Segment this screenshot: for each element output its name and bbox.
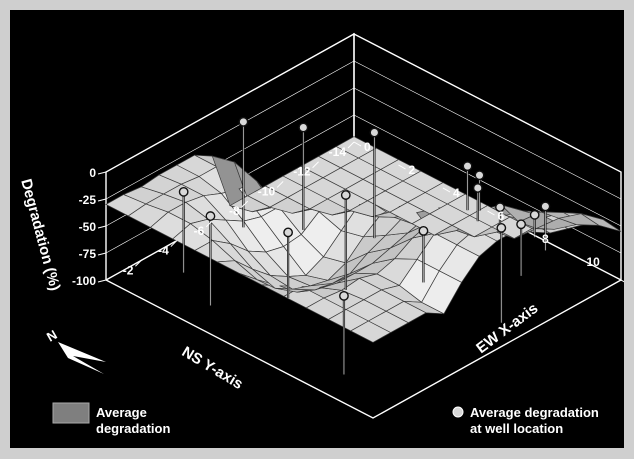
well-marker xyxy=(283,227,294,238)
well-markers xyxy=(178,116,551,375)
well-marker xyxy=(474,170,485,181)
back-gridline xyxy=(353,60,622,200)
well-marker xyxy=(339,290,349,301)
legend-label-surface-1: Average xyxy=(96,405,147,420)
x-tick xyxy=(353,141,362,147)
z-tick xyxy=(97,252,107,256)
well-marker xyxy=(418,225,429,236)
y-tick-label: -12 xyxy=(293,165,311,179)
axis-ticks: 0-25-50-75-100-2-4-6-8-10-12-14024681012 xyxy=(72,140,624,288)
axis-box-front xyxy=(105,279,622,419)
y-tick xyxy=(205,220,213,228)
y-tick-label: -4 xyxy=(158,244,169,258)
y-tick xyxy=(241,200,249,208)
well-marker xyxy=(205,211,216,221)
legend-label-well-2: at well location xyxy=(470,421,563,436)
z-tick-label: -100 xyxy=(72,274,96,288)
well-marker xyxy=(496,223,507,233)
well-marker xyxy=(516,219,526,230)
x-tick xyxy=(442,187,451,193)
y-tick-label: -14 xyxy=(329,145,347,159)
legend-label-surface-2: degradation xyxy=(96,421,170,436)
x-tick xyxy=(531,233,540,239)
x-tick-label: 6 xyxy=(498,209,505,223)
y-tick-label: -8 xyxy=(229,204,240,218)
y-tick-label: -2 xyxy=(123,263,134,277)
z-axis-label: Degradation (%) xyxy=(17,177,63,292)
floor-front-edges xyxy=(105,279,622,419)
back-gridline xyxy=(353,114,622,254)
x-tick-label: 2 xyxy=(409,163,416,177)
y-tick xyxy=(170,240,178,247)
well-marker xyxy=(298,122,309,133)
x-tick-label: 0 xyxy=(364,140,371,154)
well-marker xyxy=(178,186,189,197)
y-tick-label: -6 xyxy=(194,224,205,238)
z-tick xyxy=(97,225,107,229)
degradation-surface xyxy=(105,136,622,343)
north-label: N xyxy=(44,327,60,345)
well-marker xyxy=(462,161,473,172)
legend-label-well-1: Average degradation xyxy=(470,405,599,420)
x-tick xyxy=(620,279,624,283)
x-tick-label: 10 xyxy=(587,255,601,269)
plot-area: 0-25-50-75-100-2-4-6-8-10-12-14024681012… xyxy=(10,10,624,448)
y-tick xyxy=(347,141,355,149)
z-tick xyxy=(97,171,107,175)
north-arrow-icon: N xyxy=(44,327,106,374)
well-marker xyxy=(472,183,483,193)
z-tick xyxy=(97,279,107,283)
x-tick xyxy=(576,256,584,262)
legend-swatch-surface xyxy=(52,402,90,424)
x-tick-label: 8 xyxy=(542,232,549,246)
x-tick xyxy=(487,210,495,216)
y-tick-label: -10 xyxy=(258,184,276,198)
y-tick xyxy=(312,161,319,169)
back-gridline xyxy=(105,60,355,200)
legend: Average degradation Average degradation … xyxy=(52,402,599,436)
back-gridline xyxy=(353,87,622,227)
y-tick xyxy=(135,259,142,267)
z-tick-label: -25 xyxy=(79,193,97,207)
surface-chart: 0-25-50-75-100-2-4-6-8-10-12-14024681012… xyxy=(17,32,624,436)
z-tick-label: -50 xyxy=(79,220,97,234)
well-marker xyxy=(369,127,380,138)
y-axis-label: NS Y-axis xyxy=(179,343,246,393)
well-marker xyxy=(495,202,505,213)
well-marker xyxy=(529,209,540,220)
y-tick xyxy=(276,181,284,188)
well-marker xyxy=(238,116,249,127)
z-tick xyxy=(97,198,107,202)
x-tick-label: 4 xyxy=(453,186,460,200)
well-marker xyxy=(540,201,551,212)
surface-cell xyxy=(580,213,622,232)
z-tick-label: 0 xyxy=(89,166,96,180)
x-tick xyxy=(398,164,406,170)
legend-swatch-well xyxy=(452,406,464,418)
z-tick-label: -75 xyxy=(79,247,97,261)
x-axis-label: EW X-axis xyxy=(473,300,541,357)
well-marker xyxy=(340,190,351,200)
